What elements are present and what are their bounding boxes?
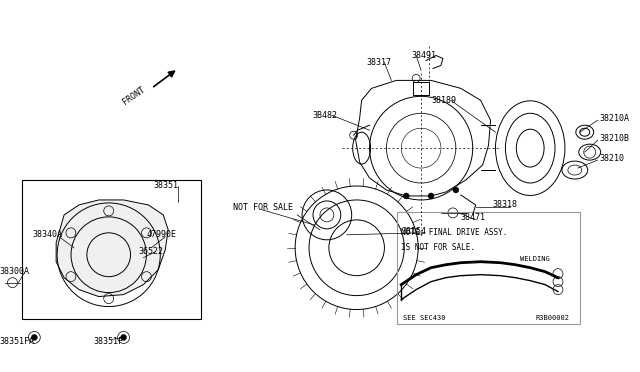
Circle shape: [428, 193, 434, 199]
Text: IS NOT FOR SALE.: IS NOT FOR SALE.: [401, 243, 476, 252]
Bar: [397, 212, 580, 324]
Text: 38210: 38210: [600, 154, 625, 163]
Text: NOTE; FINAL DRIVE ASSY.: NOTE; FINAL DRIVE ASSY.: [401, 228, 508, 237]
Bar: [22, 180, 201, 320]
Text: WELDING: WELDING: [520, 256, 550, 262]
Text: 38154: 38154: [401, 227, 426, 236]
Text: 38210B: 38210B: [600, 134, 630, 143]
Circle shape: [31, 334, 37, 340]
Text: 38318: 38318: [493, 201, 518, 209]
Polygon shape: [56, 200, 168, 296]
Text: 3B482: 3B482: [312, 111, 337, 120]
Text: 38491: 38491: [411, 51, 436, 60]
Text: 36522: 36522: [138, 247, 163, 256]
Text: 38210A: 38210A: [600, 114, 630, 123]
Text: 38317: 38317: [367, 58, 392, 67]
Text: 38300A: 38300A: [0, 267, 29, 276]
Text: 38351F: 38351F: [94, 337, 124, 346]
Text: NOT FOR SALE: NOT FOR SALE: [233, 203, 292, 212]
Text: 38340A: 38340A: [33, 230, 62, 239]
Text: 47990E: 47990E: [147, 230, 177, 239]
Circle shape: [403, 193, 409, 199]
Text: SEE SEC430: SEE SEC430: [403, 314, 446, 321]
Circle shape: [120, 334, 127, 340]
Text: R3B00002: R3B00002: [535, 314, 569, 321]
Text: 38471: 38471: [461, 214, 486, 222]
Text: 38189: 38189: [431, 96, 456, 105]
Text: 38351: 38351: [154, 180, 179, 189]
Text: 38351FA: 38351FA: [0, 337, 35, 346]
Circle shape: [453, 187, 459, 193]
Text: FRONT: FRONT: [121, 84, 147, 106]
